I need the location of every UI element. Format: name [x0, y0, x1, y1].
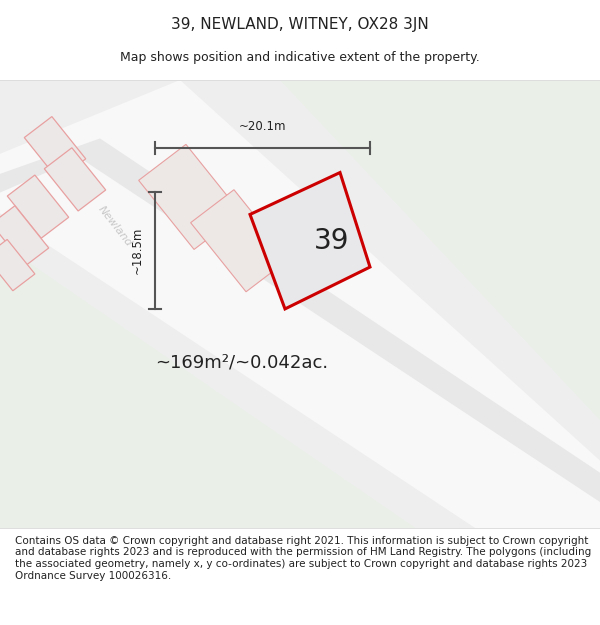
Text: ~20.1m: ~20.1m — [239, 120, 286, 133]
Polygon shape — [0, 80, 600, 538]
Text: Contains OS data © Crown copyright and database right 2021. This information is : Contains OS data © Crown copyright and d… — [15, 536, 591, 581]
Polygon shape — [0, 206, 49, 266]
Polygon shape — [0, 139, 600, 509]
Polygon shape — [44, 148, 106, 211]
Text: Map shows position and indicative extent of the property.: Map shows position and indicative extent… — [120, 51, 480, 64]
Polygon shape — [250, 173, 370, 309]
Polygon shape — [0, 239, 35, 291]
Text: Newland: Newland — [96, 204, 134, 248]
Polygon shape — [24, 117, 86, 180]
Polygon shape — [0, 80, 600, 538]
Polygon shape — [191, 190, 289, 292]
Polygon shape — [0, 80, 600, 538]
Text: 39, NEWLAND, WITNEY, OX28 3JN: 39, NEWLAND, WITNEY, OX28 3JN — [171, 16, 429, 31]
Polygon shape — [0, 80, 600, 528]
Text: ~18.5m: ~18.5m — [131, 227, 143, 274]
Polygon shape — [7, 175, 69, 238]
Text: 39: 39 — [314, 227, 349, 255]
Polygon shape — [139, 144, 241, 249]
Text: ~169m²/~0.042ac.: ~169m²/~0.042ac. — [155, 354, 328, 371]
